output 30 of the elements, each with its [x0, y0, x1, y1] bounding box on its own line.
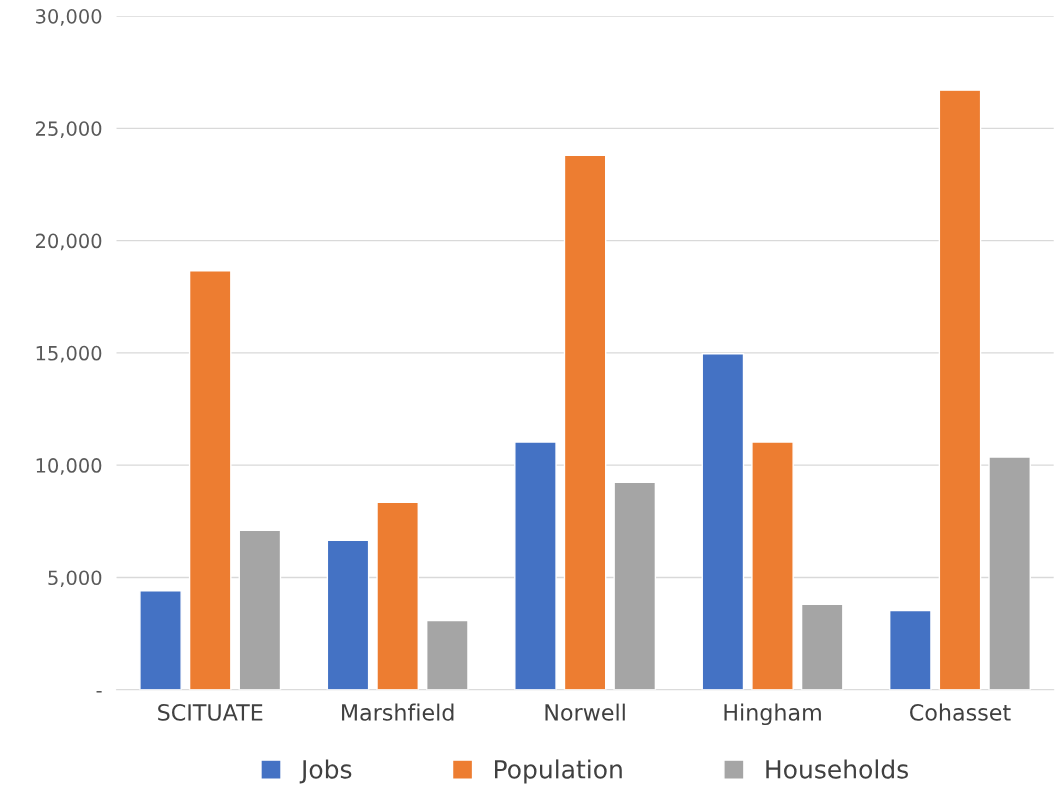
bar — [701, 353, 745, 690]
x-tick-label: Hingham — [724, 703, 821, 726]
bar — [988, 456, 1031, 690]
y-tick-label: 10,000 — [36, 458, 102, 475]
bar — [514, 441, 557, 690]
bar — [800, 603, 844, 690]
bar — [888, 609, 932, 690]
x-tick-label: Cohasset — [910, 703, 1011, 721]
legend-label: Population — [495, 759, 622, 784]
bar — [376, 501, 419, 690]
bar — [426, 619, 469, 690]
x-tick-label: Norwell — [545, 703, 625, 721]
y-tick-label: 30,000 — [36, 9, 102, 26]
y-tick-label: 20,000 — [35, 233, 102, 251]
y-tick-label: 5,000 — [48, 570, 102, 588]
legend-label: Households — [766, 759, 908, 779]
bar — [139, 590, 182, 690]
x-tick-label: SCITUATE — [158, 704, 263, 721]
bar — [613, 481, 657, 690]
bar — [238, 529, 282, 690]
bar — [326, 539, 370, 690]
bar — [563, 154, 607, 690]
legend-label: Jobs — [299, 759, 352, 784]
bar — [188, 270, 232, 690]
y-tick-label: 25,000 — [35, 121, 102, 138]
y-tick-label: 15,000 — [36, 345, 102, 363]
y-tick-label: - — [96, 691, 102, 693]
bar — [751, 441, 794, 690]
bar — [938, 89, 982, 690]
x-tick-label: Marshfield — [342, 703, 454, 721]
